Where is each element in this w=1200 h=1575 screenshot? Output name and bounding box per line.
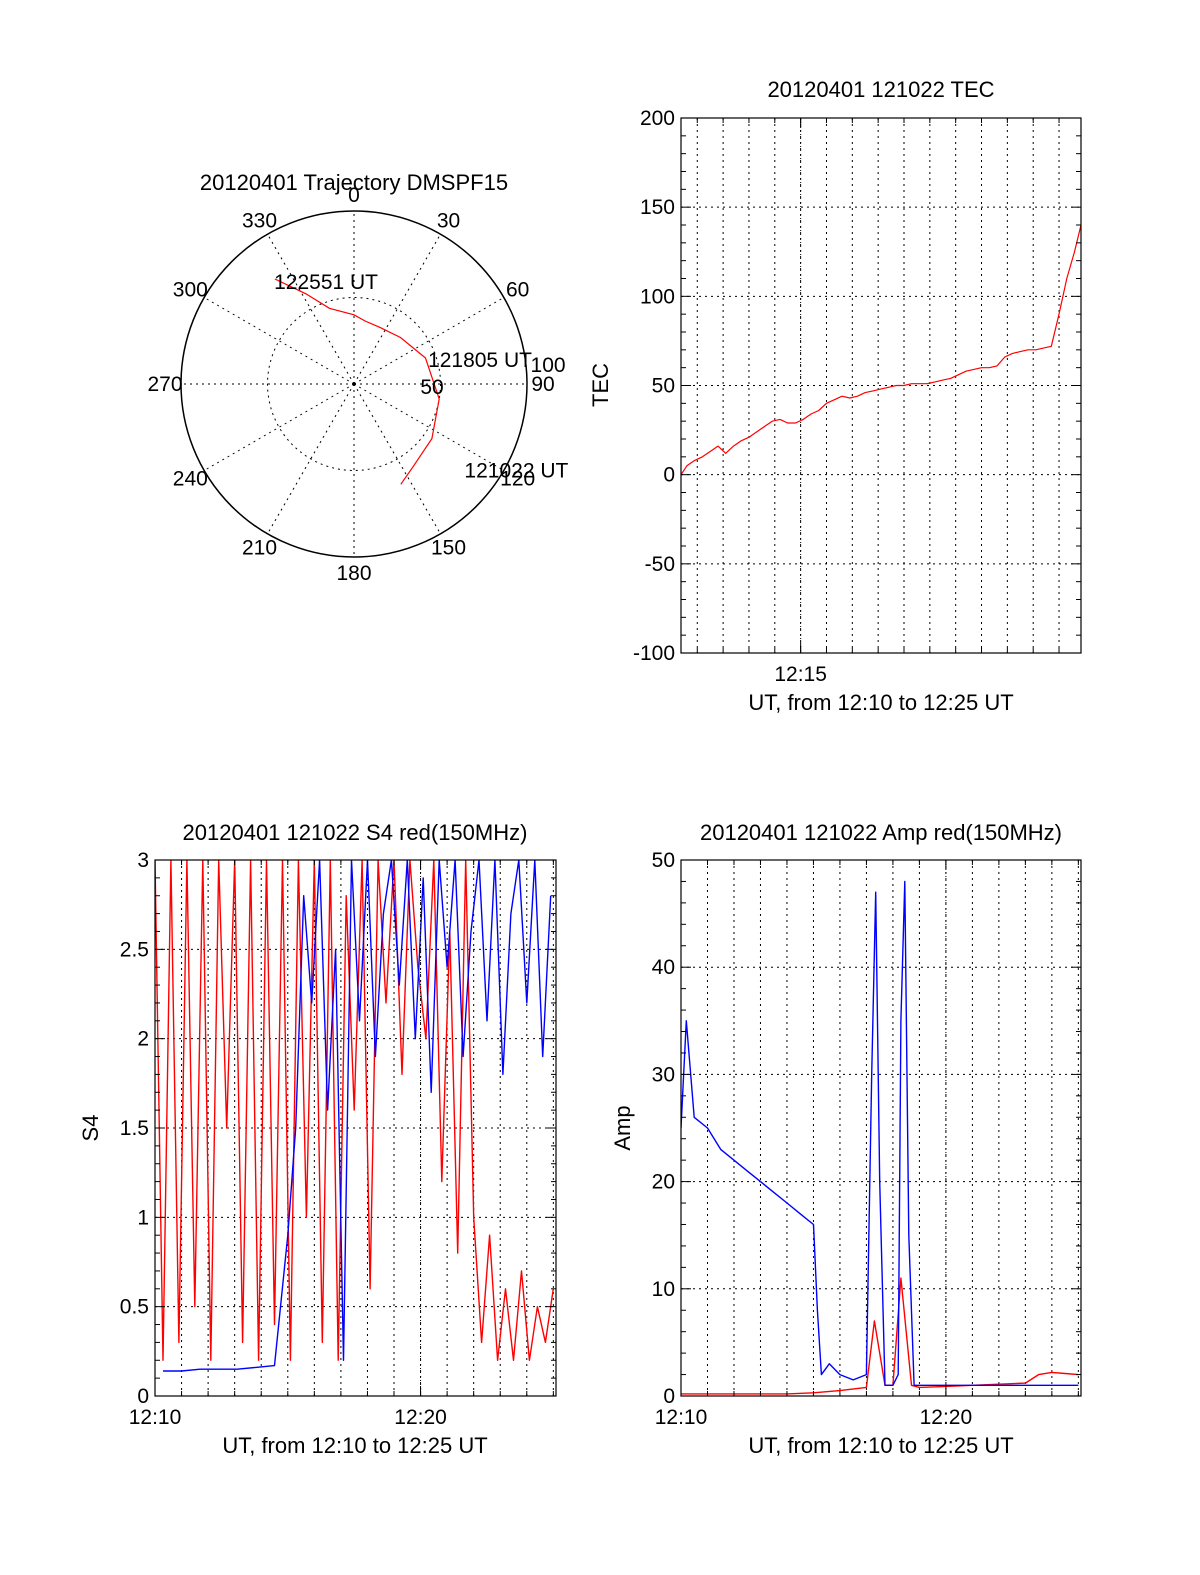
x-tick-label: 12:10 — [655, 1406, 708, 1429]
polar-spoke — [353, 297, 505, 385]
polar-angle-tick-label: 120 — [500, 468, 535, 491]
series-group — [681, 880, 1079, 1395]
tec-title: 20120401 121022 TEC — [767, 77, 994, 102]
trajectory-time-annotation: 122551 UT — [274, 271, 378, 294]
polar-angle-tick-label: 60 — [506, 279, 529, 302]
blue-series-line — [681, 880, 1079, 1387]
polar-angle-tick-label: 270 — [147, 373, 182, 396]
amp-plot-area: 0 10 20 30 40 50 12:10 12:20 — [652, 849, 1082, 1429]
tec-ylabel: TEC — [588, 363, 613, 407]
x-tick-label: 12:15 — [774, 663, 827, 686]
tec-xlabel: UT, from 12:10 to 12:25 UT — [748, 690, 1013, 715]
red-series-line — [681, 1277, 1079, 1395]
polar-angle-tick-label: 30 — [437, 209, 460, 232]
y-tick-label: 200 — [640, 107, 675, 130]
y-tick-label: 40 — [652, 956, 675, 979]
y-tick-label: 20 — [652, 1171, 675, 1194]
y-tick-label: 0 — [663, 464, 675, 487]
y-tick-label: 2 — [137, 1028, 149, 1051]
s4-plot-area: 0 0.5 1 1.5 2 2.5 3 12:10 12:20 — [120, 849, 557, 1429]
polar-inner-ring — [267, 297, 441, 471]
y-tick-label: 0 — [663, 1385, 675, 1408]
polar-spoke — [353, 383, 505, 471]
polar-spoke — [267, 383, 355, 535]
s4-title: 20120401 121022 S4 red(150MHz) — [183, 820, 528, 845]
red-series-line — [681, 224, 1081, 476]
y-tick-label: 50 — [652, 849, 675, 872]
y-tick-label: -50 — [645, 553, 675, 576]
s4-ylabel: S4 — [78, 1115, 103, 1142]
trajectory-title: 20120401 Trajectory DMSPF15 — [200, 170, 508, 195]
series-group — [681, 224, 1081, 476]
amp-ylabel: Amp — [610, 1105, 635, 1150]
y-tick-label: -100 — [633, 642, 675, 665]
polar-radial-tick-label: 100 — [531, 354, 566, 377]
x-tick-label: 12:20 — [394, 1406, 447, 1429]
trajectory-time-annotation: 121022 UT — [464, 459, 568, 482]
y-tick-label: 100 — [640, 285, 675, 308]
polar-outer-ring — [180, 210, 528, 558]
y-tick-label: 150 — [640, 196, 675, 219]
polar-angle-tick-label: 150 — [431, 537, 466, 560]
y-tick-label: 0.5 — [120, 1296, 149, 1319]
polar-angle-tick-label: 0 — [348, 184, 360, 207]
polar-spoke — [203, 383, 355, 471]
y-tick-label: 1.5 — [120, 1117, 149, 1140]
trajectory-polar-grid — [180, 210, 528, 558]
x-tick-label: 12:10 — [129, 1406, 182, 1429]
y-tick-label: 0 — [137, 1385, 149, 1408]
polar-angle-tick-label: 300 — [173, 279, 208, 302]
amp-panel: 20120401 121022 Amp red(150MHz) 0 10 20 30 4… — [610, 820, 1082, 1458]
polar-spoke — [267, 233, 355, 385]
polar-angle-tick-label: 90 — [531, 373, 554, 396]
polar-spoke — [353, 383, 441, 535]
y-tick-label: 50 — [652, 375, 675, 398]
y-tick-label: 2.5 — [120, 938, 149, 961]
s4-xlabel: UT, from 12:10 to 12:25 UT — [222, 1433, 487, 1458]
amp-xlabel: UT, from 12:10 to 12:25 UT — [748, 1433, 1013, 1458]
series-group — [155, 860, 554, 1372]
polar-angle-tick-label: 240 — [173, 468, 208, 491]
y-tick-label: 30 — [652, 1063, 675, 1086]
polar-spoke — [353, 233, 441, 385]
polar-angle-tick-label: 180 — [336, 562, 371, 585]
polar-angle-tick-label: 330 — [242, 209, 277, 232]
trajectory-time-annotation: 121805 UT — [428, 349, 532, 372]
trajectory-labels: 0 30 60 90 120 150 180 210 240 270 300 330 50 100 — [147, 184, 565, 585]
tec-plot-area: -100 -50 0 50 100 150 200 12:15 — [633, 107, 1082, 686]
trajectory-track-line — [274, 278, 440, 485]
y-tick-label: 10 — [652, 1278, 675, 1301]
y-tick-label: 3 — [137, 849, 149, 872]
trajectory-panel: 20120401 Trajectory DMSPF15 122551 UT 121… — [147, 170, 568, 585]
blue-series-line — [163, 860, 552, 1372]
x-tick-label: 12:20 — [920, 1406, 973, 1429]
red-series-line — [155, 860, 554, 1362]
s4-panel: 20120401 121022 S4 red(150MHz) 0 0.5 1 1.5 2… — [78, 820, 557, 1458]
amp-title: 20120401 121022 Amp red(150MHz) — [700, 820, 1062, 845]
polar-radial-tick-label: 50 — [420, 376, 443, 399]
plot-frame — [680, 859, 1082, 1397]
polar-angle-tick-label: 210 — [242, 537, 277, 560]
tec-panel: 20120401 121022 TEC -100 -50 0 50 100 150 200 1… — [588, 77, 1082, 715]
y-tick-label: 1 — [137, 1206, 149, 1229]
trajectory-track: 122551 UT 121805 UT 121022 UT — [274, 271, 568, 485]
polar-spoke — [203, 297, 355, 385]
